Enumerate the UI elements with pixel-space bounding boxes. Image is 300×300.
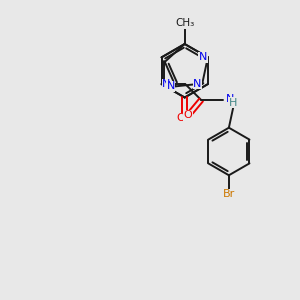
Text: H: H bbox=[229, 98, 237, 108]
Text: O: O bbox=[184, 110, 192, 120]
Text: CH₃: CH₃ bbox=[175, 18, 194, 28]
Text: N: N bbox=[199, 52, 207, 62]
Text: N: N bbox=[162, 79, 171, 89]
Text: N: N bbox=[226, 94, 234, 104]
Text: N: N bbox=[193, 79, 202, 88]
Text: N: N bbox=[167, 81, 175, 91]
Text: O: O bbox=[176, 113, 185, 123]
Text: Br: Br bbox=[223, 189, 235, 199]
